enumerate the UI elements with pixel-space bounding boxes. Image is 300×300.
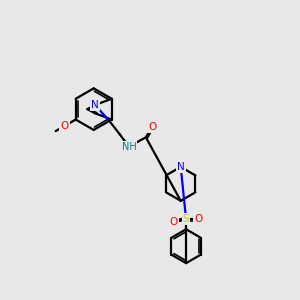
Text: O: O bbox=[148, 122, 156, 132]
Text: O: O bbox=[169, 217, 178, 227]
Text: N: N bbox=[177, 162, 184, 172]
Text: N: N bbox=[91, 100, 99, 110]
Text: O: O bbox=[60, 121, 68, 131]
Text: S: S bbox=[183, 214, 189, 224]
Text: NH: NH bbox=[122, 142, 136, 152]
Text: O: O bbox=[194, 214, 202, 224]
